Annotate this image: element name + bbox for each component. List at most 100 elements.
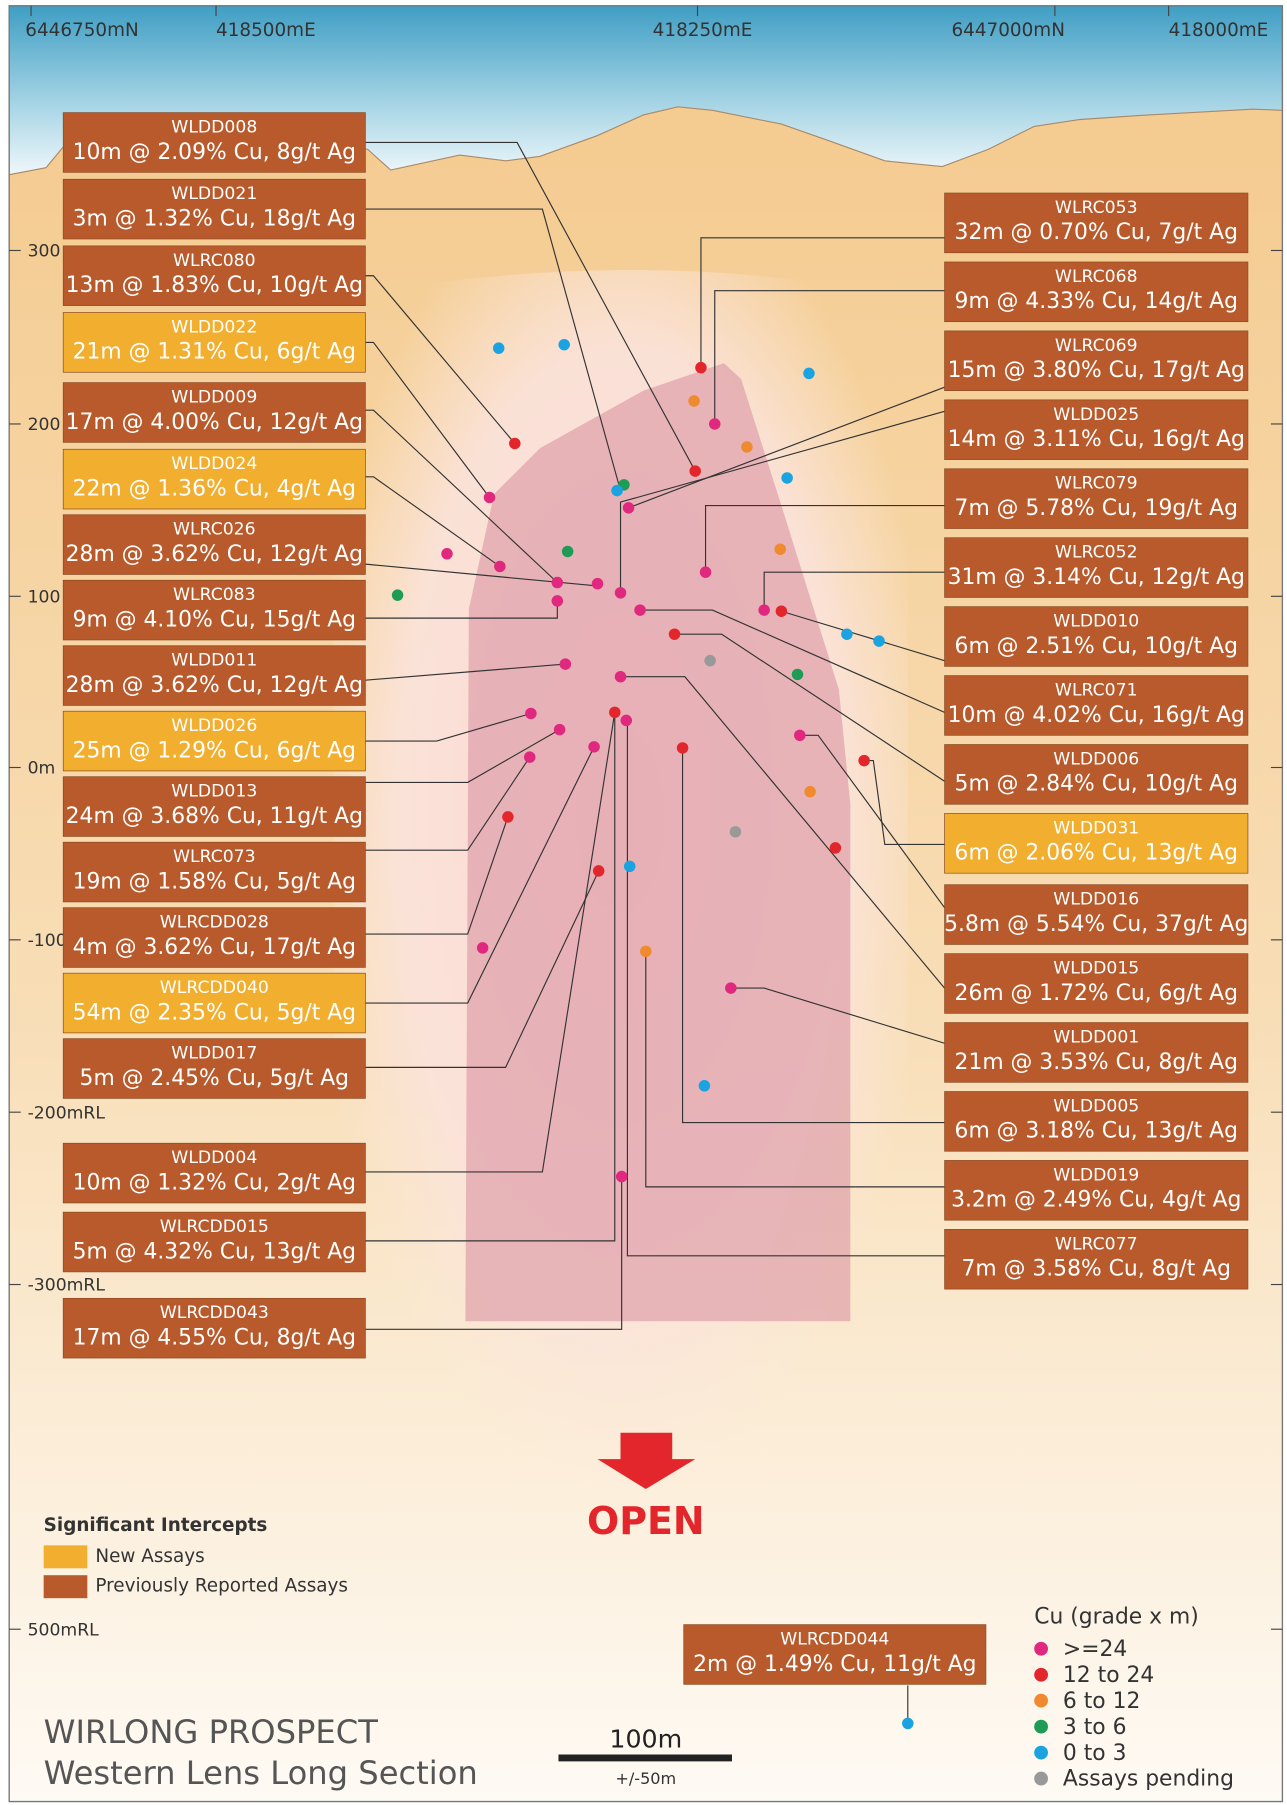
intercept-result: 26m @ 1.72% Cu, 6g/t Ag: [955, 981, 1238, 1006]
intercept-dot: [730, 826, 741, 837]
intercept-result: 28m @ 3.62% Cu, 12g/t Ag: [66, 673, 363, 698]
hole-id: WLRC071: [1055, 681, 1138, 701]
intercept-dot: [774, 543, 785, 554]
rl-label: 300: [28, 242, 61, 262]
intercept-result: 6m @ 2.06% Cu, 13g/t Ag: [955, 841, 1238, 866]
intercept-dot: [640, 946, 651, 957]
hole-id: WLDD009: [171, 388, 257, 408]
hole-id: WLRC026: [173, 520, 256, 540]
hole-id: WLDD008: [171, 118, 257, 138]
hole-id: WLDD025: [1053, 405, 1139, 425]
hole-id: WLDD024: [171, 454, 257, 474]
intercept-dot: [776, 605, 787, 616]
cu-legend-label: Assays pending: [1063, 1767, 1234, 1792]
hole-id: WLRC073: [173, 847, 256, 867]
intercept-dot: [560, 658, 571, 669]
intercept-dot: [588, 741, 599, 752]
intercept-result: 28m @ 3.62% Cu, 12g/t Ag: [66, 542, 363, 567]
intercept-dot: [624, 861, 635, 872]
intercept-result: 24m @ 3.68% Cu, 11g/t Ag: [66, 804, 363, 829]
cu-legend-dot: [1034, 1668, 1048, 1682]
intercept-dot: [803, 368, 814, 379]
intercept-dot: [592, 578, 603, 589]
intercept-result: 7m @ 5.78% Cu, 19g/t Ag: [955, 496, 1238, 521]
page: { "top_labels": ["6446750mN", "418500mE"…: [0, 0, 1287, 1805]
intercept-dot: [562, 546, 573, 557]
hole-id: WLRCDD040: [160, 978, 269, 998]
intercept-dot: [554, 724, 565, 735]
cu-legend-dot: [1034, 1694, 1048, 1708]
intercept-dot: [525, 708, 536, 719]
cu-legend-label: >=24: [1063, 1637, 1127, 1662]
title-line2: Western Lens Long Section: [44, 1754, 478, 1792]
hole-id: WLDD013: [171, 782, 257, 802]
intercept-result: 2m @ 1.49% Cu, 11g/t Ag: [693, 1652, 976, 1677]
hole-id: WLRC083: [173, 585, 256, 605]
intercept-result: 5m @ 2.45% Cu, 5g/t Ag: [80, 1066, 350, 1091]
hole-id: WLDD017: [171, 1044, 257, 1064]
intercept-dot: [758, 604, 769, 615]
intercept-result: 21m @ 3.53% Cu, 8g/t Ag: [955, 1050, 1238, 1075]
intercept-dot: [524, 751, 535, 762]
intercept-dot: [725, 982, 736, 993]
hole-id: WLDD031: [1053, 818, 1139, 838]
hole-id: WLRCDD028: [160, 913, 269, 933]
intercept-dot: [558, 339, 569, 350]
intercept-result: 15m @ 3.80% Cu, 17g/t Ag: [948, 358, 1245, 383]
intercept-dot: [493, 342, 504, 353]
intercept-dot: [477, 942, 488, 953]
hole-id: WLRCDD043: [160, 1303, 269, 1323]
hole-id: WLDD005: [1053, 1096, 1139, 1116]
hole-id: WLRCDD044: [780, 1630, 889, 1650]
intercept-dot: [804, 786, 815, 797]
intercept-dot: [593, 865, 604, 876]
intercept-dot: [781, 472, 792, 483]
intercept-result: 4m @ 3.62% Cu, 17g/t Ag: [73, 935, 356, 960]
long-section: 6446750mN418500mE418250mE6447000mN418000…: [0, 0, 1287, 1805]
legend-label: Previously Reported Assays: [95, 1576, 348, 1597]
rl-label: 500mRL: [28, 1620, 100, 1640]
top-coordinate: 6447000mN: [951, 20, 1064, 41]
intercept-dot: [902, 1718, 913, 1729]
intercept-dot: [689, 465, 700, 476]
intercept-dot: [841, 628, 852, 639]
intercept-dot: [616, 1171, 627, 1182]
intercept-result: 6m @ 3.18% Cu, 13g/t Ag: [955, 1119, 1238, 1144]
intercept-dot: [704, 655, 715, 666]
cu-legend-dot: [1034, 1772, 1048, 1786]
intercept-dot: [741, 441, 752, 452]
legend-swatch: [44, 1575, 88, 1598]
intercept-dot: [623, 502, 634, 513]
hole-id: WLRC068: [1055, 267, 1138, 287]
intercept-result: 19m @ 1.58% Cu, 5g/t Ag: [73, 869, 356, 894]
intercept-dot: [509, 438, 520, 449]
intercept-dot: [611, 485, 622, 496]
hole-id: WLDD010: [1053, 612, 1139, 632]
intercept-dot: [484, 492, 495, 503]
intercept-result: 7m @ 3.58% Cu, 8g/t Ag: [961, 1257, 1231, 1282]
rl-label: 0m: [28, 759, 56, 779]
intercept-dot: [615, 587, 626, 598]
intercept-result: 21m @ 1.31% Cu, 6g/t Ag: [73, 340, 356, 365]
intercept-result: 25m @ 1.29% Cu, 6g/t Ag: [73, 738, 356, 763]
intercept-dot: [609, 707, 620, 718]
legend-label: New Assays: [95, 1546, 204, 1567]
intercept-result: 31m @ 3.14% Cu, 12g/t Ag: [948, 565, 1245, 590]
title-line1: WIRLONG PROSPECT: [44, 1713, 379, 1751]
top-coordinate: 418000mE: [1169, 20, 1269, 41]
hole-id: WLDD016: [1053, 890, 1139, 910]
scale-label: 100m: [609, 1725, 682, 1754]
top-coordinate: 418500mE: [216, 20, 316, 41]
cu-legend-label: 3 to 6: [1063, 1715, 1127, 1740]
intercept-dot: [441, 548, 452, 559]
intercept-result: 5m @ 4.32% Cu, 13g/t Ag: [73, 1239, 356, 1264]
intercept-result: 32m @ 0.70% Cu, 7g/t Ag: [955, 220, 1238, 245]
top-coordinate: 418250mE: [653, 20, 753, 41]
intercept-result: 22m @ 1.36% Cu, 4g/t Ag: [73, 476, 356, 501]
intercept-result: 17m @ 4.55% Cu, 8g/t Ag: [73, 1326, 356, 1351]
cu-legend-dot: [1034, 1720, 1048, 1734]
intercept-dot: [792, 669, 803, 680]
hole-id: WLRC080: [173, 251, 256, 271]
intercept-result: 14m @ 3.11% Cu, 16g/t Ag: [948, 427, 1245, 452]
intercept-result: 9m @ 4.10% Cu, 15g/t Ag: [73, 607, 356, 632]
